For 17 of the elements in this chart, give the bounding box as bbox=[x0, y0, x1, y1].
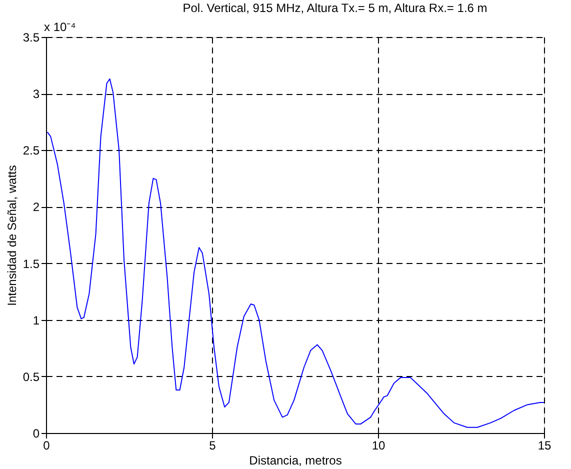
y-tick-label: 2.5 bbox=[22, 144, 40, 158]
y-tick-label: 0.5 bbox=[22, 370, 40, 384]
y-tick-label: 1.5 bbox=[22, 256, 40, 271]
y-tick-label: 3.5 bbox=[22, 30, 40, 44]
y-tick-label: 2 bbox=[32, 200, 40, 214]
x-axis-title: Distancia, metros bbox=[249, 454, 342, 468]
text: x 10⁻⁴ bbox=[44, 20, 76, 34]
line-series bbox=[46, 78, 544, 428]
x-tick-label: 10 bbox=[372, 438, 386, 452]
y-tick-label: 3 bbox=[32, 87, 40, 102]
y-tick-label: 1 bbox=[32, 313, 40, 328]
chart-title: Pol. Vertical, 915 MHz, Altura Tx.= 5 m, Altura Rx.= 1.6 m bbox=[182, 1, 488, 15]
x-tick-label: 0 bbox=[43, 438, 50, 452]
x-tick-label: 5 bbox=[209, 438, 216, 452]
y-axis-title: Intensidad de Señal, watts bbox=[4, 165, 19, 306]
x-tick-label: 15 bbox=[538, 438, 552, 452]
y-tick-label: 0 bbox=[32, 426, 40, 440]
